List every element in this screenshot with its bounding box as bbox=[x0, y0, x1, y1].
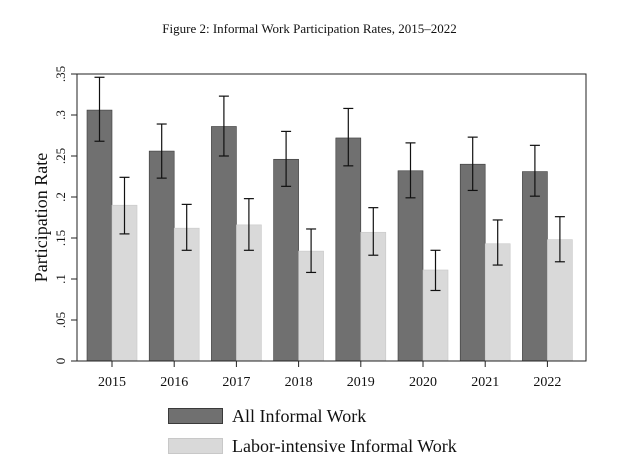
legend-label-all-informal: All Informal Work bbox=[232, 405, 367, 426]
legend-item-all-informal: All Informal Work bbox=[168, 401, 457, 431]
y-tick-label-6: .3 bbox=[53, 110, 68, 120]
x-tick-label-2021: 2021 bbox=[471, 375, 499, 390]
bar-all-informal-2018 bbox=[273, 158, 299, 362]
bars-layer bbox=[86, 109, 573, 362]
error-bars-layer bbox=[94, 76, 565, 292]
x-tick-label-2020: 2020 bbox=[409, 375, 437, 390]
bar-labor-intensive-2015 bbox=[111, 204, 138, 362]
legend-swatch-all-informal bbox=[168, 408, 223, 424]
x-tick-label-2022: 2022 bbox=[533, 375, 561, 390]
plot-frame bbox=[76, 73, 587, 362]
y-tick-label-0: 0 bbox=[53, 358, 68, 365]
legend-label-labor-intensive: Labor-intensive Informal Work bbox=[232, 435, 457, 456]
y-tick-label-4: .2 bbox=[53, 192, 68, 202]
y-axis-label: Participation Rate bbox=[31, 153, 51, 282]
bar-all-informal-2015 bbox=[86, 109, 113, 362]
x-axis: 2015 2016 2017 2018 2019 2020 2021 2022 bbox=[98, 361, 561, 390]
bar-chart: 0 .05 .1 .15 .2 .25 .3 .35 2015 2016 2017 2018 2019… bbox=[31, 66, 587, 390]
y-tick-label-7: .35 bbox=[53, 66, 68, 82]
y-tick-label-3: .15 bbox=[53, 230, 68, 246]
x-tick-label-2016: 2016 bbox=[160, 375, 188, 390]
bar-all-informal-2019 bbox=[335, 137, 362, 362]
x-tick-label-2015: 2015 bbox=[98, 375, 126, 390]
y-tick-label-2: .1 bbox=[53, 274, 68, 284]
legend: All Informal Work Labor-intensive Inform… bbox=[168, 401, 457, 461]
x-tick-label-2019: 2019 bbox=[347, 375, 375, 390]
bar-all-informal-2016 bbox=[148, 150, 175, 362]
bar-all-informal-2021 bbox=[459, 163, 486, 362]
legend-swatch-labor-intensive bbox=[168, 438, 223, 454]
legend-item-labor-intensive: Labor-intensive Informal Work bbox=[168, 431, 457, 461]
x-tick-label-2017: 2017 bbox=[222, 375, 250, 390]
x-tick-label-2018: 2018 bbox=[285, 375, 313, 390]
bar-all-informal-2022 bbox=[522, 171, 548, 362]
y-axis: 0 .05 .1 .15 .2 .25 .3 .35 bbox=[53, 66, 77, 364]
y-tick-label-5: .25 bbox=[53, 148, 68, 164]
bar-all-informal-2017 bbox=[211, 126, 237, 362]
bar-all-informal-2020 bbox=[397, 170, 424, 362]
figure-title: Figure 2: Informal Work Participation Ra… bbox=[162, 21, 457, 36]
y-tick-label-1: .05 bbox=[53, 312, 68, 328]
